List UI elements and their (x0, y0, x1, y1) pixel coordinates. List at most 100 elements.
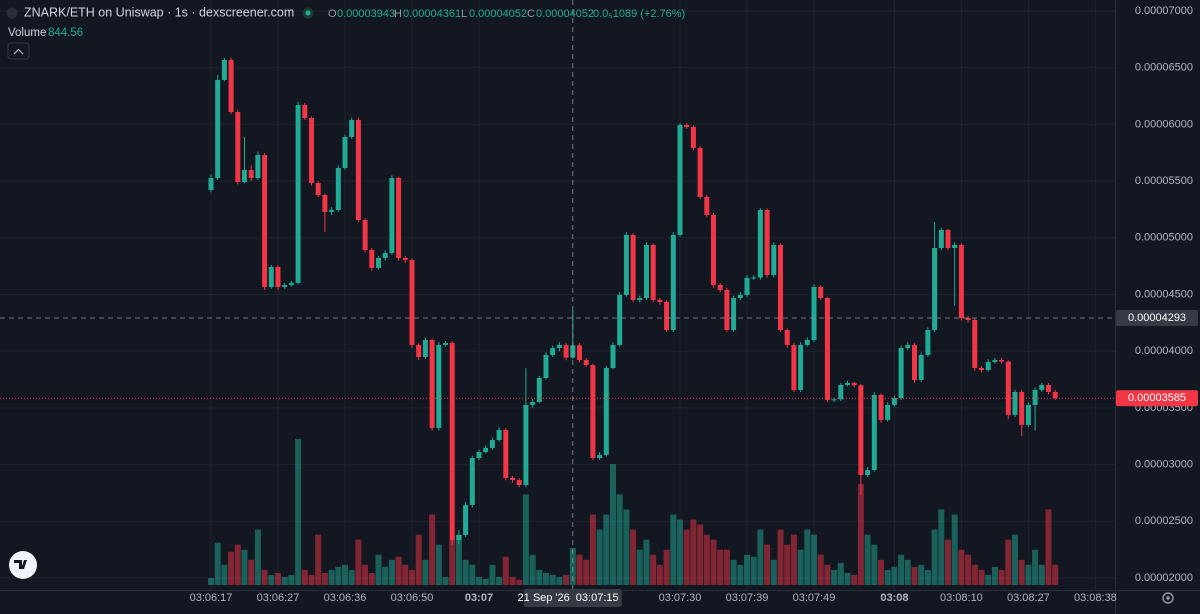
volume-bar (315, 534, 322, 585)
candle-body (1052, 392, 1058, 399)
candle-body (932, 247, 938, 330)
candle-body (771, 244, 777, 275)
x-tick-label: 03:08:27 (1007, 592, 1050, 604)
volume-bar (697, 524, 704, 585)
candle-body (1019, 392, 1025, 425)
volume-bar (878, 559, 884, 585)
volume-bar (382, 566, 389, 585)
crosshair-price-label: 0.00004293 (1128, 312, 1186, 324)
volume-bar (261, 569, 268, 585)
candle-body (885, 404, 891, 420)
candle-body (369, 249, 375, 268)
candle-body (302, 105, 308, 119)
high-key: H (394, 8, 402, 20)
candle-body (429, 339, 435, 428)
settings-icon[interactable] (1162, 592, 1174, 604)
volume-bar (884, 569, 891, 585)
volume-bar (643, 539, 650, 585)
volume-bar (730, 559, 737, 585)
candle-body (858, 385, 864, 476)
volume-bar (610, 464, 616, 585)
volume-bar (650, 554, 657, 585)
candle-body (1046, 384, 1051, 393)
candle-body (349, 119, 355, 137)
candle-body (630, 234, 636, 300)
x-tick-label: 03:08:38 (1074, 592, 1117, 604)
volume-bar (958, 549, 965, 585)
candle-body (757, 210, 763, 278)
candle-body (704, 196, 710, 215)
volume-bar (268, 574, 275, 585)
volume-bar (924, 569, 931, 585)
candle-body (644, 244, 649, 299)
candle-body (516, 480, 522, 485)
volume-bar (717, 549, 724, 585)
volume-bar (342, 564, 348, 585)
volume-bar (951, 514, 958, 585)
candle-body (764, 210, 770, 275)
candle-body (456, 535, 462, 540)
candle-body (489, 439, 495, 448)
last-price-box (1116, 390, 1198, 407)
candle-body (362, 219, 368, 250)
volume-bar (978, 569, 985, 585)
volume-bar (703, 534, 710, 585)
volume-bar (663, 549, 670, 585)
volume-bar (328, 569, 335, 585)
candle-body (556, 344, 562, 349)
volume-bar (288, 574, 295, 585)
volume-bar (321, 572, 328, 585)
candle-body (530, 401, 536, 405)
candle-body (992, 360, 998, 362)
volume-bar (985, 574, 992, 585)
candle-body (355, 119, 361, 220)
volume-bar (670, 514, 677, 585)
open-value: 0.00003943 (337, 8, 395, 20)
candle-body (871, 394, 877, 471)
candle-body (262, 155, 268, 288)
candle-body (851, 382, 857, 386)
collapse-button[interactable] (7, 42, 30, 60)
candle-body (670, 234, 676, 330)
candle-body (208, 178, 214, 190)
candle-body (322, 195, 328, 212)
candle-body (744, 277, 750, 295)
volume-bar (1032, 549, 1039, 585)
y-tick-label: 0.00005000 (1135, 232, 1193, 244)
candle-body (342, 136, 348, 168)
volume-bar (442, 576, 449, 585)
volume-bar (462, 559, 469, 585)
candle-body (295, 105, 301, 283)
volume-bar (556, 576, 563, 585)
volume-bar (683, 529, 690, 585)
candle-body (610, 344, 616, 368)
candle-body (402, 257, 408, 261)
candle-body (798, 344, 804, 390)
candle-body (1032, 389, 1038, 405)
volume-bar (549, 574, 556, 585)
volume-bar (656, 564, 663, 585)
volume-bar (737, 564, 744, 585)
volume-bar (455, 534, 462, 585)
volume-bar (375, 554, 382, 585)
volume-bar (516, 579, 523, 585)
candle-body (958, 244, 964, 318)
candle-body (657, 299, 663, 302)
volume-bar (502, 556, 509, 585)
candle-body (583, 360, 589, 366)
x-tick-label: 03:07:49 (793, 592, 836, 604)
x-tick-label: 03:06:36 (324, 592, 367, 604)
candle-body (804, 339, 810, 345)
last-price-label: 0.00003585 (1128, 392, 1186, 404)
volume-bar (824, 564, 831, 585)
candle-body (818, 287, 824, 299)
volume-bar (395, 556, 402, 585)
chart-title: ZNARK/ETH on Uniswap · 1s · dexscreener.… (24, 5, 294, 19)
candle-body (215, 79, 221, 179)
candle-body (751, 277, 757, 279)
candle-body (905, 344, 911, 349)
candle-body (329, 210, 335, 212)
volume-bar (690, 519, 697, 585)
candle-body (711, 214, 716, 285)
